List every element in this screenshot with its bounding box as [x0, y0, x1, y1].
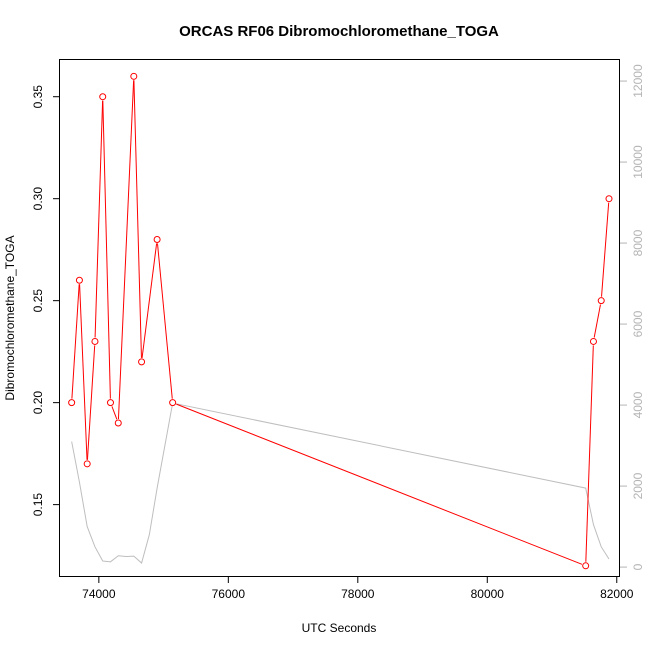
- data-point: [75, 276, 83, 284]
- data-point: [114, 419, 122, 427]
- data-point: [605, 195, 613, 203]
- series-segment: [141, 243, 158, 358]
- y-axis: 0.15 0.20 0.25 0.30 0.35: [31, 85, 60, 517]
- y-tick-label: 0.30: [31, 187, 45, 211]
- y-tick-label: 0.35: [31, 85, 45, 109]
- series-segment: [102, 100, 111, 399]
- x-tick-label: 78000: [341, 587, 375, 601]
- y-tick-label: 0.15: [31, 493, 45, 517]
- y2-axis: 0 2000 4000 6000 8000 10000 12000: [620, 64, 645, 570]
- series-segment: [117, 80, 135, 420]
- series-segment: [71, 284, 80, 399]
- series-segment: [79, 284, 88, 460]
- series-segment: [593, 304, 601, 338]
- x-tick-label: 76000: [212, 587, 246, 601]
- y-axis-label: Dibromochloromethane_TOGA: [3, 235, 17, 400]
- y2-tick-label: 2000: [631, 472, 645, 499]
- x-tick-label: 82000: [600, 587, 634, 601]
- y2-tick-label: 0: [631, 563, 645, 570]
- series-layer: [68, 72, 613, 570]
- series-segment: [176, 403, 583, 565]
- y2-tick-label: 4000: [631, 391, 645, 418]
- plot-frame: [59, 59, 620, 577]
- data-point: [83, 460, 91, 468]
- data-point: [106, 399, 114, 407]
- series-segment: [86, 345, 96, 460]
- data-point: [138, 358, 146, 366]
- data-point: [597, 297, 605, 305]
- data-point: [68, 399, 76, 407]
- data-point: [99, 93, 107, 101]
- x-axis-label: UTC Seconds: [302, 621, 377, 635]
- series-segment: [94, 100, 104, 338]
- data-point: [153, 235, 161, 243]
- y2-tick-label: 10000: [631, 145, 645, 179]
- y-tick-label: 0.20: [31, 391, 45, 415]
- data-point: [169, 399, 177, 407]
- data-point: [130, 72, 138, 80]
- data-point: [582, 562, 590, 570]
- series-segment: [111, 406, 118, 420]
- x-axis: 74000 76000 78000 80000 82000: [82, 576, 634, 601]
- y2-tick-label: 8000: [631, 229, 645, 256]
- series-segment: [585, 345, 594, 562]
- series-segment: [133, 80, 142, 358]
- data-point: [589, 337, 597, 345]
- x-tick-label: 80000: [471, 587, 505, 601]
- chart-title: ORCAS RF06 Dibromochloromethane_TOGA: [179, 23, 499, 40]
- data-point: [91, 337, 99, 345]
- series-segment: [156, 243, 173, 399]
- y2-tick-label: 12000: [631, 64, 645, 98]
- series-segment: [601, 202, 610, 297]
- y-tick-label: 0.25: [31, 289, 45, 313]
- x-tick-label: 74000: [82, 587, 116, 601]
- series-line-secondary: [71, 402, 610, 564]
- y2-tick-label: 6000: [631, 310, 645, 337]
